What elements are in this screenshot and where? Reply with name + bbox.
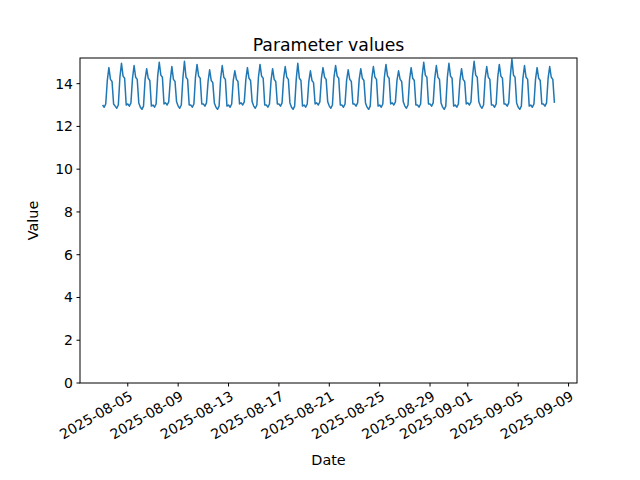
y-tick-label: 6 — [64, 247, 73, 263]
x-axis-label: Date — [311, 452, 346, 468]
y-axis-label: Value — [25, 201, 41, 241]
line-chart: 024681012142025-08-052025-08-092025-08-1… — [0, 0, 640, 480]
figure: 024681012142025-08-052025-08-092025-08-1… — [0, 0, 640, 480]
y-tick-label: 12 — [55, 118, 73, 134]
y-tick-label: 2 — [64, 332, 73, 348]
y-tick-label: 4 — [64, 289, 73, 305]
chart-title: Parameter values — [253, 35, 405, 55]
y-tick-label: 8 — [64, 204, 73, 220]
y-tick-label: 0 — [64, 375, 73, 391]
y-tick-label: 10 — [55, 161, 73, 177]
y-tick-label: 14 — [55, 76, 73, 92]
page: { "figure": { "background": "#ffffff" },… — [0, 0, 640, 480]
